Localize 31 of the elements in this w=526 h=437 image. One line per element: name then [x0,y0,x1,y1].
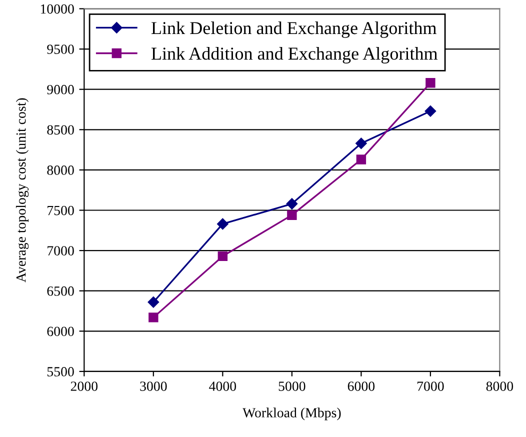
y-tick-label: 6500 [47,286,74,296]
x-tick-label: 8000 [486,382,514,391]
y-tick-label: 9000 [47,84,74,94]
point [148,296,160,308]
y-tick-label: 6000 [47,326,74,336]
point [218,251,228,262]
y-tick-label: 8500 [47,125,74,135]
x-tick-label: 2000 [70,382,98,391]
x-tick-label: 6000 [348,382,375,391]
point [426,78,436,88]
x-tick-label: 5000 [278,382,306,391]
point [217,218,228,230]
x-tick-label: 3000 [140,382,167,391]
y-tick-label: 8000 [47,166,74,175]
y-tick-label: 5500 [47,367,74,376]
legend-label: Link Deletion and Exchange Algorithm [151,21,436,38]
point [424,106,436,117]
point [287,210,297,220]
point [356,154,366,164]
legend-label: Link Addition and Exchange Algorithm [151,47,438,64]
x-tick-label: 4000 [209,382,236,391]
y-tick-label: 7000 [48,246,74,256]
y-axis-title: Average topology cost (unit cost) [16,98,29,282]
y-tick-label: 9500 [47,44,74,54]
point [148,312,158,322]
y-tick-label: 10000 [40,4,74,14]
x-tick-label: 7000 [417,382,444,391]
x-axis-title: Workload (Mbps) [242,408,341,420]
y-tick-label: 7500 [48,206,74,216]
point [356,138,367,149]
point [286,198,298,210]
